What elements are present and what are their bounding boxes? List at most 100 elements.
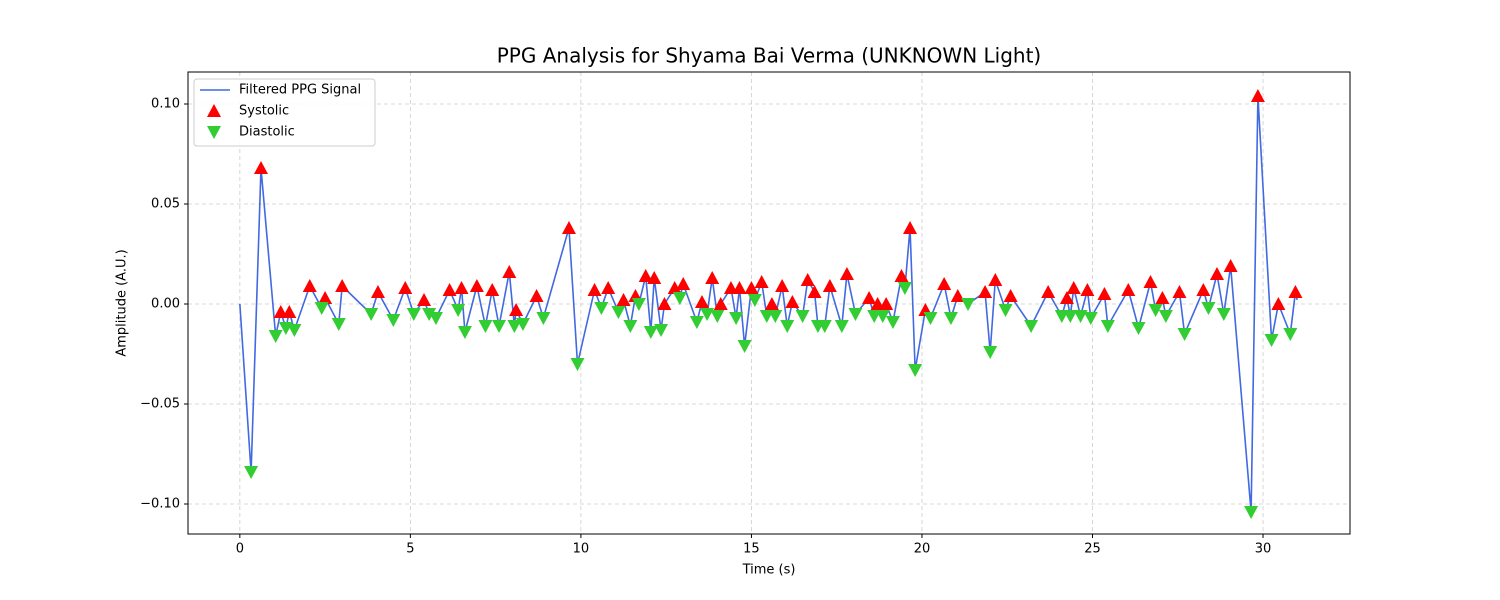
peak-marker: [318, 291, 333, 304]
peak-marker: [587, 283, 602, 296]
peak-marker: [502, 265, 517, 278]
legend-swatch: [207, 104, 221, 117]
peak-marker: [676, 277, 691, 290]
peak-marker: [705, 271, 720, 284]
peak-marker: [737, 340, 752, 353]
peak-marker: [282, 305, 297, 318]
x-tick-label: 10: [573, 542, 590, 557]
plot-frame: [187, 71, 1351, 535]
peak-marker: [943, 312, 958, 325]
peak-marker: [601, 281, 616, 294]
peak-marker: [978, 285, 993, 298]
peak-marker: [839, 267, 854, 280]
y-axis-label: Amplitude (A.U.): [115, 249, 130, 356]
peak-marker: [561, 221, 576, 234]
x-tick-label: 5: [406, 542, 414, 557]
peak-marker: [879, 297, 894, 310]
peak-marker: [422, 308, 437, 321]
peak-marker: [529, 289, 544, 302]
peak-marker: [710, 310, 725, 323]
peak-marker: [764, 297, 779, 310]
peak-marker: [1024, 320, 1039, 333]
peak-marker: [785, 295, 800, 308]
peak-marker: [657, 297, 672, 310]
peak-marker: [1041, 285, 1056, 298]
peak-marker: [700, 308, 715, 321]
peak-marker: [768, 310, 783, 323]
peak-marker: [754, 275, 769, 288]
peak-marker: [667, 281, 682, 294]
peak-marker: [1059, 291, 1074, 304]
peak-marker: [1223, 259, 1238, 272]
peak-marker: [536, 312, 551, 325]
x-tick-label: 25: [1084, 542, 1101, 557]
peak-marker: [623, 320, 638, 333]
peak-marker: [370, 285, 385, 298]
peak-marker: [331, 318, 346, 331]
peak-marker: [1066, 281, 1081, 294]
peak-marker: [1121, 283, 1136, 296]
peak-marker: [611, 306, 626, 319]
peak-marker: [897, 282, 912, 295]
peak-marker: [1250, 89, 1265, 102]
peak-marker: [780, 320, 795, 333]
peak-marker: [1177, 328, 1192, 341]
peak-marker: [647, 271, 662, 284]
peak-marker: [1003, 289, 1018, 302]
peak-marker: [885, 316, 900, 329]
peak-marker: [398, 281, 413, 294]
y-tick-label: −0.05: [140, 397, 180, 412]
y-tick-label: −0.10: [140, 497, 180, 512]
peak-marker: [268, 330, 283, 343]
peak-marker: [1283, 328, 1298, 341]
peak-marker: [515, 318, 530, 331]
peak-marker: [1264, 334, 1279, 347]
peak-marker: [1080, 283, 1095, 296]
peak-marker: [428, 312, 443, 325]
peak-marker: [1100, 320, 1115, 333]
peak-marker: [314, 302, 329, 315]
peak-marker: [1172, 285, 1187, 298]
peak-marker: [1244, 506, 1259, 519]
peak-marker: [1201, 302, 1216, 315]
peak-marker: [654, 324, 669, 337]
peak-marker: [638, 269, 653, 282]
peak-marker: [631, 298, 646, 311]
peak-marker: [795, 310, 810, 323]
peak-marker: [302, 279, 317, 292]
y-tick-label: 0.00: [151, 297, 180, 312]
peak-marker: [1073, 310, 1088, 323]
legend-swatch: [207, 126, 221, 139]
peak-marker: [594, 302, 609, 315]
peak-marker: [1083, 312, 1098, 325]
peak-marker: [807, 285, 822, 298]
peak-marker: [694, 295, 709, 308]
peak-marker: [800, 273, 815, 286]
peak-marker: [643, 326, 658, 339]
peak-marker: [406, 308, 421, 321]
x-tick-label: 20: [914, 542, 931, 557]
peak-marker: [1209, 267, 1224, 280]
peak-marker: [875, 310, 890, 323]
peak-marker: [616, 293, 631, 306]
peak-marker: [417, 293, 432, 306]
peak-marker: [507, 320, 522, 333]
peak-marker: [570, 358, 585, 371]
peak-marker: [509, 303, 524, 316]
peak-marker: [1155, 291, 1170, 304]
peak-marker: [862, 291, 877, 304]
legend-box: [193, 78, 376, 147]
peak-marker: [492, 320, 507, 333]
peak-marker: [729, 312, 744, 325]
peak-marker: [689, 316, 704, 329]
legend: Filtered PPG Signal Systolic Diastolic: [193, 78, 376, 147]
peak-marker: [747, 294, 762, 307]
peak-marker: [732, 281, 747, 294]
peak-marker: [457, 326, 472, 339]
x-tick-label: 30: [1255, 542, 1272, 557]
y-tick-label: 0.05: [151, 197, 180, 212]
x-axis-label: Time (s): [742, 563, 796, 578]
peak-marker: [1143, 275, 1158, 288]
peak-marker: [386, 314, 401, 327]
